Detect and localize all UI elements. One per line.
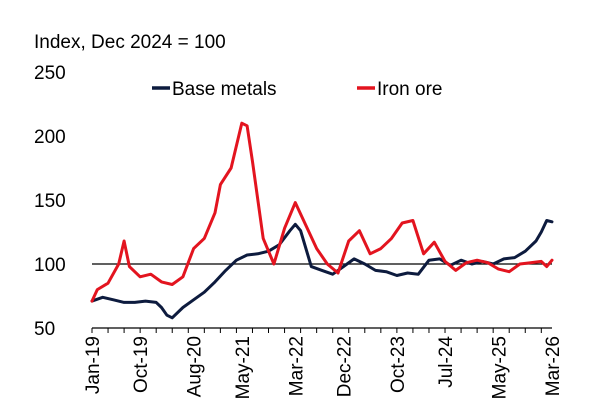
- x-tick-label: Aug-20: [185, 336, 206, 397]
- legend-label: Iron ore: [377, 79, 442, 100]
- y-axis-ticks: 250 200 150 100 50: [34, 63, 66, 340]
- x-tick-label: May-25: [490, 336, 511, 399]
- x-tick-label: Mar-26: [543, 336, 564, 396]
- unit-label: Index, Dec 2024 = 100: [34, 32, 226, 53]
- x-tick-label: Dec-22: [334, 336, 355, 397]
- x-axis: [91, 327, 552, 333]
- y-tick-label: 50: [34, 319, 55, 340]
- x-axis-ticks: Jan-19 Oct-19 Aug-20 May-21 Mar-22 Dec-22 Oct-…: [83, 336, 564, 400]
- x-tick-label: Mar-22: [286, 336, 307, 396]
- y-tick-label: 200: [34, 127, 66, 148]
- x-tick-label: May-21: [233, 336, 254, 399]
- y-tick-label: 150: [34, 191, 66, 212]
- legend: Base metals Iron ore: [152, 79, 442, 100]
- series-line-base-metals: [90, 219, 554, 320]
- x-tick-label: Jul-24: [436, 336, 457, 388]
- series-lines: [90, 121, 554, 320]
- x-tick-label: Oct-19: [131, 336, 152, 393]
- x-tick-label: Oct-23: [388, 336, 409, 393]
- y-tick-label: 250: [34, 63, 66, 84]
- series-line-iron-ore: [90, 121, 554, 303]
- x-tick-label: Jan-19: [83, 336, 104, 394]
- legend-label: Base metals: [172, 79, 277, 100]
- y-tick-label: 100: [34, 255, 66, 276]
